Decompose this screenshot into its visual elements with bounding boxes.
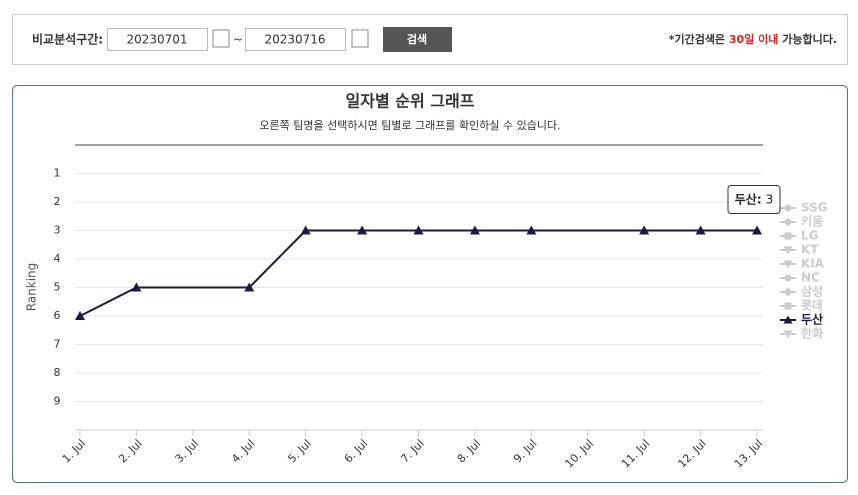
point [413, 225, 424, 235]
y-tick-label: 7 [54, 338, 61, 351]
tooltip-value: 3 [766, 192, 774, 206]
note-part: 가능합니다. [778, 32, 837, 46]
end-input[interactable] [245, 28, 346, 51]
legend-marker [784, 232, 792, 240]
note-highlight: 30일 이내 [729, 32, 779, 46]
filter-note: *기간검색은 30일 이내 가능합니다. [669, 32, 837, 46]
legend-marker [783, 287, 793, 297]
y-tick-label: 3 [54, 224, 61, 237]
legend-marker [784, 204, 792, 212]
point [526, 225, 537, 235]
calendar-icon[interactable] [351, 29, 369, 48]
legend-label: 두산 [801, 312, 823, 327]
point [75, 311, 85, 320]
legend-label: 키움 [801, 214, 823, 229]
start-input[interactable] [107, 28, 208, 51]
calendar-icon[interactable] [212, 29, 230, 48]
end-date: 20230716 [264, 33, 325, 47]
legend-label: KT [801, 243, 819, 257]
y-tick-label: 1 [54, 167, 61, 180]
legend-label: NC [801, 271, 820, 285]
legend-marker [783, 260, 793, 269]
legend-marker [784, 302, 792, 310]
y-tick-label: 5 [54, 281, 61, 294]
tooltip-box [727, 185, 781, 214]
legend-marker [783, 246, 793, 255]
y-tick-label: 6 [54, 309, 61, 322]
y-axis-label: Ranking [25, 263, 39, 312]
chart-subtitle: 오른쪽 팀명을 선택하시면 팀별로 그래프를 확인하실 수 있습니다. [259, 118, 560, 132]
legend-label: LG [801, 229, 819, 243]
point [695, 225, 706, 235]
legend-label: SSG [801, 201, 828, 215]
legend-marker [783, 315, 793, 324]
point [131, 282, 142, 292]
search-button[interactable] [383, 27, 452, 52]
y-tick-label: 9 [54, 395, 61, 408]
chart-title: 일자별 순위 그래프 [346, 92, 475, 111]
point [244, 282, 255, 292]
legend-marker [783, 330, 793, 339]
legend-label: 롯데 [801, 298, 823, 313]
legend-label: 삼성 [801, 284, 823, 299]
point [639, 225, 650, 235]
y-tick-label: 2 [54, 195, 61, 208]
separator: ~ [233, 33, 243, 47]
legend-marker [783, 217, 793, 227]
chart-panel [12, 85, 848, 483]
y-tick-label: 8 [54, 366, 61, 379]
point [357, 225, 368, 235]
point [300, 225, 311, 235]
search-label: 검색 [407, 32, 427, 46]
point [752, 225, 762, 235]
legend-marker [784, 274, 792, 282]
tooltip: 두산: 3 [735, 191, 774, 206]
legend-label: KIA [801, 257, 825, 271]
filter-label: 비교분석구간: [32, 32, 103, 47]
note-part: *기간검색은 [669, 32, 729, 46]
point [469, 225, 480, 235]
legend-label: 한화 [801, 326, 823, 341]
y-tick-label: 4 [54, 252, 61, 265]
tooltip-name: 두산: [735, 191, 762, 206]
start-date: 20230701 [126, 33, 187, 47]
